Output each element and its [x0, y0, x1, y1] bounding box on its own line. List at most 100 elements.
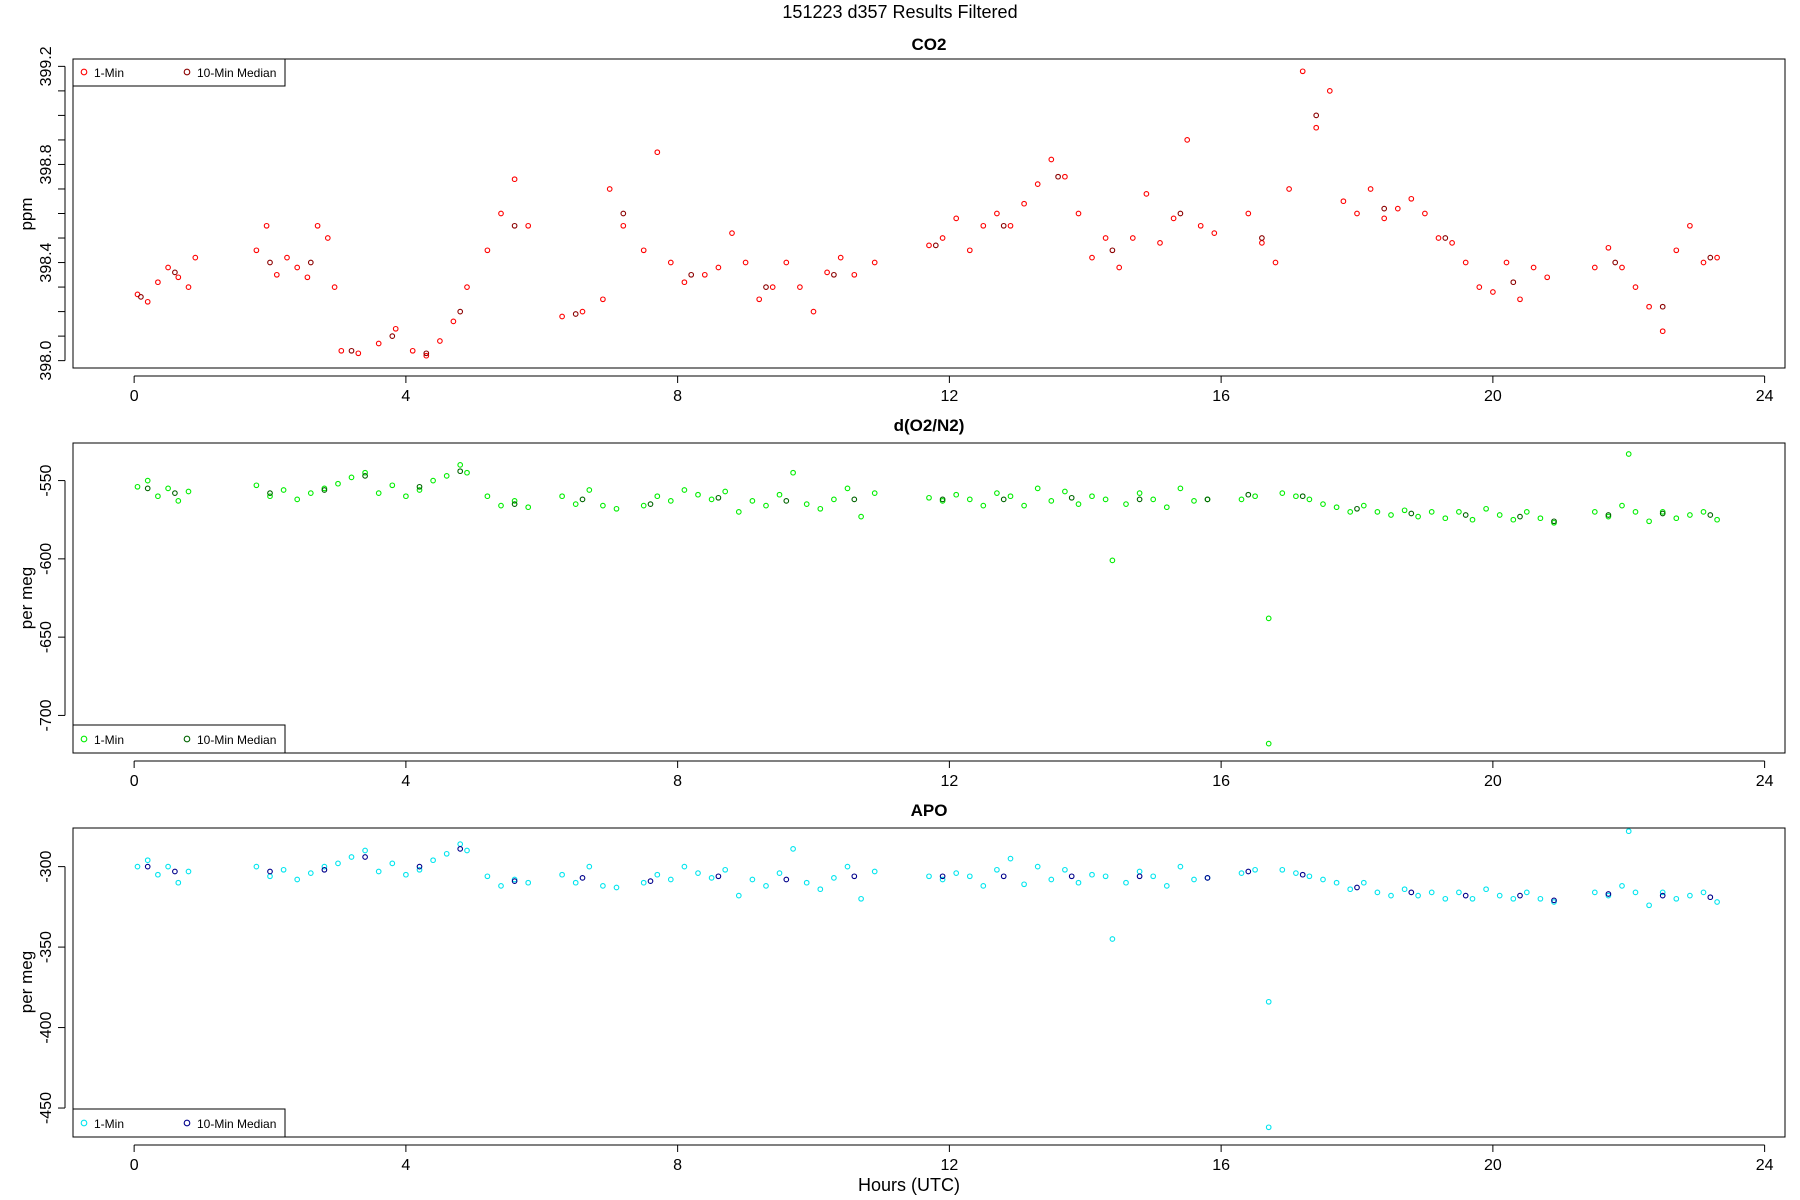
x-tick-label: 16 [1212, 388, 1230, 405]
data-point-1min [837, 254, 844, 261]
data-point-1min [1714, 899, 1720, 905]
data-point-median [144, 863, 151, 870]
data-point-1min [1367, 186, 1374, 192]
data-point-median [1442, 235, 1449, 241]
data-point-1min [416, 866, 423, 873]
data-point-1min [797, 284, 803, 290]
data-point-1min [464, 469, 470, 476]
data-point-1min [1523, 509, 1530, 515]
data-point-median [1136, 873, 1143, 880]
data-point-1min [939, 235, 946, 241]
y-tick-label: 398.8 [38, 144, 55, 184]
panel-title-apo: APO [911, 801, 948, 820]
axes-apo: 0 4 8 12 16 20 24 -300 -350 -400 -450 [38, 851, 1774, 1174]
data-point-1min [484, 493, 491, 500]
data-point-median [1259, 235, 1265, 241]
data-point-1min [389, 860, 396, 867]
data-point-1min [1259, 240, 1265, 246]
data-point-1min [681, 487, 688, 493]
data-point-median [1408, 510, 1415, 517]
data-point-1min [457, 841, 464, 847]
data-point-1min [1265, 740, 1272, 747]
data-point-1min [1714, 254, 1720, 261]
data-point-median [267, 259, 273, 266]
data-point-median [1551, 897, 1557, 904]
data-point-1min [1401, 886, 1408, 893]
x-tick-label: 16 [1212, 773, 1230, 790]
data-point-median [1109, 247, 1116, 254]
data-point-1min [1360, 879, 1367, 886]
data-point-median [1068, 494, 1075, 501]
data-point-1min [708, 875, 715, 881]
data-point-1min [1442, 515, 1449, 522]
data-point-1min [324, 235, 331, 241]
data-point-1min [926, 873, 932, 880]
data-point-1min [783, 259, 790, 266]
data-point-1min [1435, 235, 1442, 241]
data-point-1min [1347, 509, 1354, 515]
x-tick-label: 4 [401, 1157, 410, 1174]
data-point-1min [1673, 895, 1680, 902]
legend-marker-1min-do2n2 [80, 735, 88, 743]
data-point-median [851, 873, 858, 880]
data-point-1min [1184, 137, 1191, 143]
x-tick-label: 8 [673, 388, 682, 405]
data-point-1min [1625, 828, 1632, 835]
legend-do2n2: 1-Min 10-Min Median [72, 724, 286, 754]
data-point-1min [858, 513, 864, 520]
data-point-median [1659, 303, 1666, 310]
x-tick-label: 0 [130, 1157, 139, 1174]
data-point-median [267, 868, 273, 875]
data-point-1min [715, 264, 722, 271]
data-point-1min [871, 868, 878, 875]
data-point-1min [667, 876, 674, 883]
data-point-1min [144, 477, 151, 484]
data-point-1min [1469, 895, 1476, 902]
data-point-1min [165, 264, 171, 271]
data-point-1min [858, 895, 864, 902]
data-point-1min [1605, 244, 1612, 251]
data-point-1min [1177, 863, 1184, 870]
data-point-median [416, 863, 423, 870]
data-point-1min [457, 462, 464, 468]
legend-label-median-do2n2: 10-Min Median [197, 733, 276, 747]
data-point-median [1605, 891, 1612, 897]
data-point-1min [1632, 509, 1639, 515]
data-point-1min [572, 501, 579, 507]
data-point-1min [511, 498, 518, 504]
data-point-1min [1286, 186, 1292, 192]
legend-marker-median-apo [183, 1119, 191, 1127]
data-point-1min [1381, 215, 1388, 222]
data-point-1min [1143, 191, 1150, 197]
data-point-1min [331, 284, 338, 290]
data-point-1min [375, 340, 382, 347]
data-point-1min [1476, 284, 1483, 290]
data-point-1min [831, 496, 837, 503]
data-point-1min [1374, 889, 1381, 896]
data-point-1min [1388, 512, 1394, 518]
data-point-1min [144, 298, 151, 305]
data-point-1min [729, 230, 735, 236]
data-point-median [1299, 493, 1306, 500]
data-point-1min [1469, 516, 1476, 523]
x-tick-label: 4 [401, 388, 410, 405]
data-point-1min [307, 490, 314, 496]
x-tick-label: 12 [940, 1157, 958, 1174]
data-point-1min [1075, 879, 1082, 886]
data-point-1min [1150, 496, 1157, 503]
y-tick-label: -400 [38, 1011, 55, 1043]
data-point-1min [484, 247, 491, 254]
data-point-1min [321, 863, 328, 870]
data-point-1min [1632, 284, 1639, 290]
data-point-1min [1320, 501, 1326, 507]
data-point-1min [722, 866, 729, 873]
x-axis-label: Hours (UTC) [858, 1175, 960, 1195]
data-point-1min [1089, 871, 1095, 878]
data-point-1min [1109, 936, 1116, 942]
panel-apo: APO 0 4 8 12 16 20 24-300-350-400-450 per meg … [17, 801, 1786, 1174]
data-point-median [1245, 868, 1252, 875]
data-point-1min [484, 873, 491, 880]
data-point-1min [756, 296, 763, 303]
data-point-1min [980, 883, 987, 889]
